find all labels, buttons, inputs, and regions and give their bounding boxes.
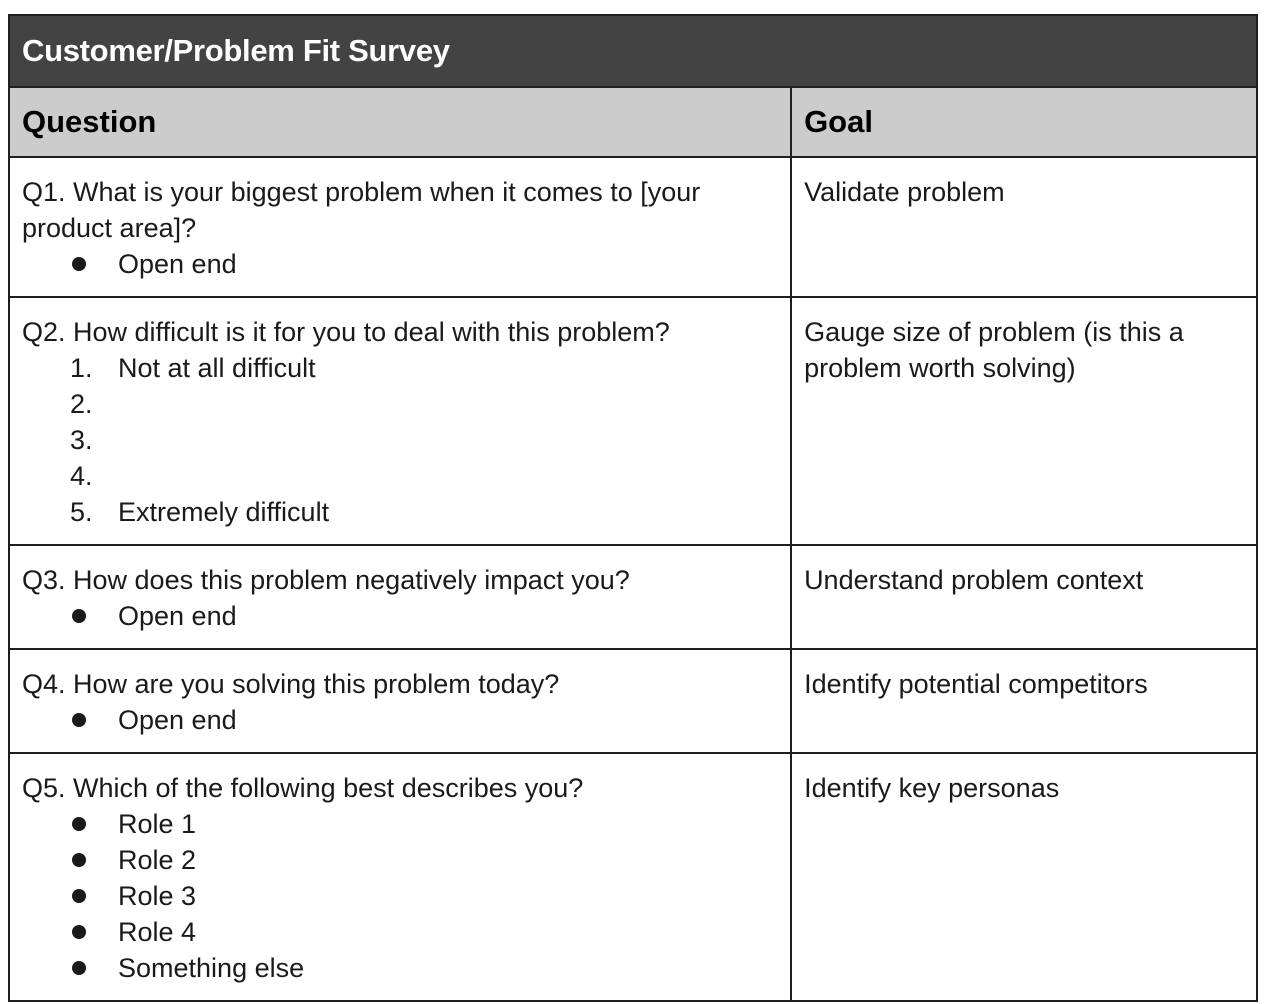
table-row: Q3. How does this problem negatively imp… [7, 544, 1258, 650]
option-label: Role 1 [118, 809, 197, 839]
option-number: 2. [70, 389, 93, 419]
question-text: Q3. How does this problem negatively imp… [22, 565, 630, 595]
option-label: Something else [118, 953, 305, 983]
option-number: 4. [70, 461, 93, 491]
goal-cell: Gauge size of problem (is this a problem… [790, 296, 1258, 546]
option-number: 5. [70, 497, 93, 527]
question-text: Q5. Which of the following best describe… [22, 773, 584, 803]
option-item: Role 1 [22, 806, 778, 842]
question-text: Q1. What is your biggest problem when it… [22, 177, 701, 243]
question-text: Q2. How difficult is it for you to deal … [22, 317, 670, 347]
question-cell: Q5. Which of the following best describe… [7, 752, 793, 1002]
table-row: Q4. How are you solving this problem tod… [7, 648, 1258, 754]
bullet-icon [72, 924, 86, 939]
option-number: 1. [70, 353, 93, 383]
option-label: Open end [118, 705, 237, 735]
option-label: Not at all difficult [118, 353, 316, 383]
question-cell: Q3. How does this problem negatively imp… [7, 544, 793, 650]
bullet-icon [72, 712, 86, 727]
table-row: Q5. Which of the following best describe… [7, 752, 1258, 1002]
question-text: Q4. How are you solving this problem tod… [22, 669, 560, 699]
bullet-icon [72, 256, 86, 271]
option-item: Open end [22, 702, 778, 738]
answer-options: Open end [22, 246, 778, 282]
survey-title: Customer/Problem Fit Survey [8, 14, 1258, 88]
option-item: Role 4 [22, 914, 778, 950]
option-item: 5. Extremely difficult [22, 494, 778, 530]
goal-cell: Understand problem context [790, 544, 1258, 650]
option-label: Role 2 [118, 845, 197, 875]
goal-cell: Identify potential competitors [790, 648, 1258, 754]
bullet-icon [72, 608, 86, 623]
bullet-icon [72, 852, 86, 867]
bullet-icon [72, 816, 86, 831]
answer-options: Open end [22, 702, 778, 738]
question-column-header: Question [7, 86, 793, 158]
table-row: Q2. How difficult is it for you to deal … [7, 296, 1258, 546]
goal-cell: Identify key personas [790, 752, 1258, 1002]
option-item: 3. [22, 422, 778, 458]
option-label: Role 4 [118, 917, 197, 947]
option-label: Open end [118, 601, 237, 631]
option-label: Extremely difficult [118, 497, 330, 527]
option-item: 2. [22, 386, 778, 422]
survey-table: Customer/Problem Fit Survey Question Goa… [7, 14, 1258, 1002]
goal-column-header: Goal [790, 86, 1258, 158]
bullet-icon [72, 888, 86, 903]
answer-options: Open end [22, 598, 778, 634]
option-item: Role 2 [22, 842, 778, 878]
header-row: Question Goal [7, 86, 1258, 158]
option-item: Open end [22, 598, 778, 634]
option-label: Role 3 [118, 881, 197, 911]
question-cell: Q2. How difficult is it for you to deal … [7, 296, 793, 546]
answer-options: Role 1 Role 2 Role 3 Role 4 Something el… [22, 806, 778, 986]
option-item: Role 3 [22, 878, 778, 914]
option-item: Something else [22, 950, 778, 986]
option-number: 3. [70, 425, 93, 455]
answer-options: 1. Not at all difficult 2. 3. 4. 5. [22, 350, 778, 530]
goal-cell: Validate problem [790, 156, 1258, 298]
table-row: Q1. What is your biggest problem when it… [7, 156, 1258, 298]
question-cell: Q4. How are you solving this problem tod… [7, 648, 793, 754]
option-label: Open end [118, 249, 237, 279]
option-item: 4. [22, 458, 778, 494]
title-row: Customer/Problem Fit Survey [8, 14, 1258, 88]
bullet-icon [72, 960, 86, 975]
option-item: Open end [22, 246, 778, 282]
question-cell: Q1. What is your biggest problem when it… [7, 156, 793, 298]
option-item: 1. Not at all difficult [22, 350, 778, 386]
